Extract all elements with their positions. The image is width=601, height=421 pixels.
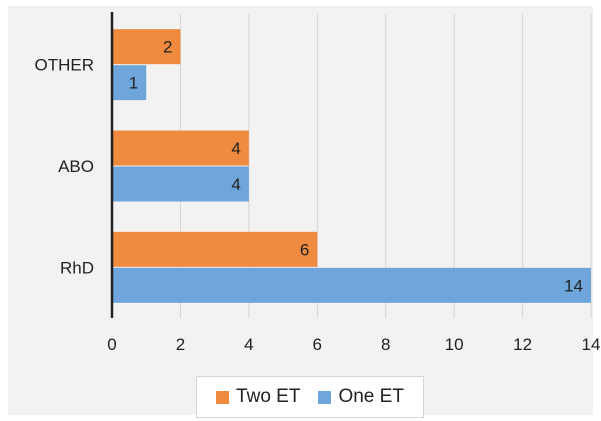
category-label-rhd: RhD — [60, 258, 94, 277]
bar-abo-two-et — [112, 130, 249, 166]
data-label-other-two-et: 2 — [163, 38, 172, 57]
legend-label-one-et: One ET — [338, 386, 404, 407]
data-label-rhd-one-et: 14 — [564, 276, 583, 295]
legend: Two ET One ET — [196, 376, 424, 418]
bar-abo-one-et — [112, 166, 249, 202]
x-tick-label-12: 12 — [513, 335, 532, 354]
x-tick-label-14: 14 — [582, 335, 601, 354]
chart-frame — [8, 6, 593, 415]
x-tick-label-0: 0 — [107, 335, 116, 354]
bar-rhd-one-et — [112, 267, 591, 303]
data-label-other-one-et: 1 — [129, 74, 138, 93]
category-label-other: OTHER — [35, 56, 95, 75]
data-label-rhd-two-et: 6 — [300, 240, 309, 259]
category-label-abo: ABO — [58, 157, 94, 176]
bar-other-one-et — [112, 65, 147, 101]
x-tick-label-4: 4 — [244, 335, 253, 354]
bar-rhd-two-et — [112, 231, 318, 267]
data-label-abo-two-et: 4 — [231, 139, 240, 158]
x-tick-label-6: 6 — [313, 335, 322, 354]
x-tick-label-8: 8 — [381, 335, 390, 354]
x-tick-label-10: 10 — [445, 335, 464, 354]
legend-item-one-et: One ET — [318, 386, 404, 408]
data-label-abo-one-et: 4 — [231, 175, 240, 194]
legend-item-two-et: Two ET — [216, 386, 300, 408]
legend-swatch-two-et — [216, 390, 230, 404]
x-tick-label-2: 2 — [176, 335, 185, 354]
legend-swatch-one-et — [318, 390, 332, 404]
bar-other-two-et — [112, 29, 181, 65]
legend-label-two-et: Two ET — [236, 386, 301, 407]
